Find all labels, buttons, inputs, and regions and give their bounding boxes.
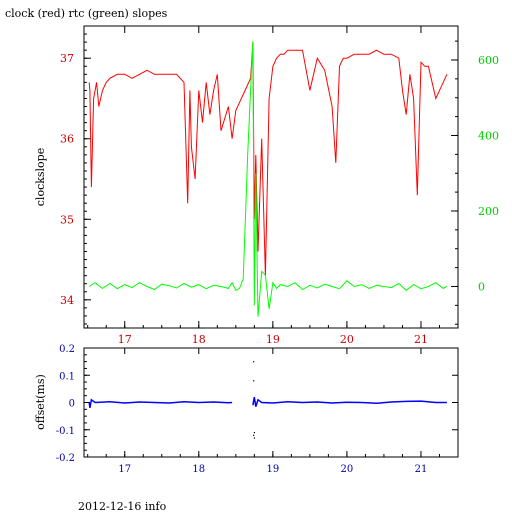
top-right-tick-label: 0 [478,280,485,293]
bottom-x-tick-label: 20 [341,464,354,475]
top-x-tick-label: 20 [340,333,354,346]
bottom-outlier-point [253,437,256,439]
bottom-outlier-point [253,431,256,434]
top-right-tick-label: 400 [478,129,499,142]
top-axes: 17 18 19 20 21 34 35 36 37 0 200 400 600 [60,26,499,346]
bottom-outlier-point [253,361,255,363]
bottom-x-tick-label: 21 [415,464,428,475]
top-series-line-rtc [88,41,448,317]
top-series-line-clock [88,42,448,276]
bottom-y-tick-label: -0.1 [56,426,75,437]
top-plot-frame [83,25,459,329]
bottom-y-tick-label: 0.2 [59,344,75,355]
bottom-offset-line-0 [88,398,233,409]
bottom-x-tick-label: 17 [118,464,131,475]
bottom-y-tick-label: 0 [69,399,75,410]
bottom-outlier-point [253,380,255,382]
top-y-axis-label: clockslope [34,148,47,206]
top-left-tick-label: 36 [60,133,74,146]
top-x-tick-label: 19 [266,333,280,346]
bottom-series-group [88,361,447,439]
bottom-y-tick-label: -0.2 [56,453,75,464]
top-x-tick-label: 21 [414,333,428,346]
top-series-group [88,41,448,317]
top-left-tick-label: 35 [60,213,74,226]
top-chart: 17 18 19 20 21 34 35 36 37 0 200 400 600 clockslope [34,25,499,346]
bottom-offset-line-1 [252,396,447,407]
top-x-tick-label: 17 [118,333,132,346]
top-right-tick-label: 200 [478,205,499,218]
bottom-chart: 17 18 19 20 21 -0.2 -0.1 0 0.1 0.2 offset(ms) [34,344,459,475]
top-right-tick-label: 600 [478,54,499,67]
bottom-x-tick-label: 19 [266,464,279,475]
bottom-axes: 17 18 19 20 21 -0.2 -0.1 0 0.1 0.2 [56,344,459,475]
bottom-outlier-point [253,434,255,436]
footer-label: 2012-12-16 info [78,500,167,512]
top-left-tick-label: 37 [60,52,74,65]
top-x-tick-label: 18 [192,333,206,346]
bottom-y-tick-label: 0.1 [59,371,75,382]
bottom-y-axis-label: offset(ms) [34,374,47,430]
top-left-tick-label: 34 [60,294,74,307]
bottom-x-tick-label: 18 [192,464,205,475]
chart-title: clock (red) rtc (green) slopes [5,7,168,20]
